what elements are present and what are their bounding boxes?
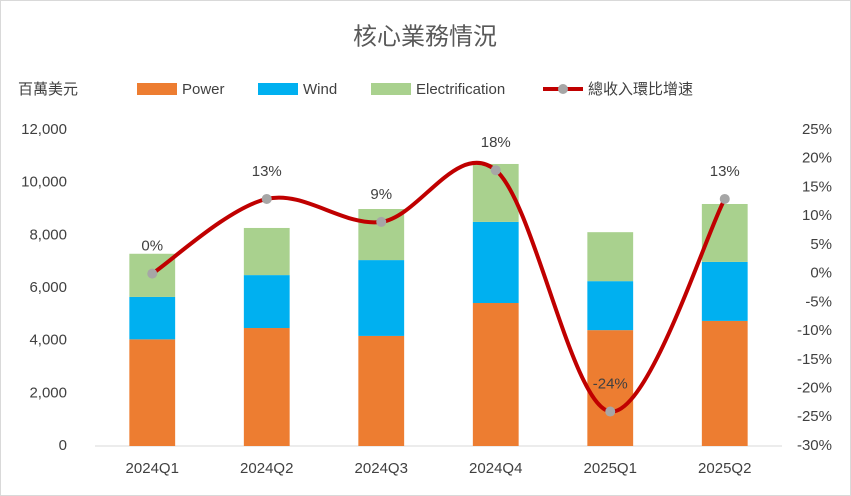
- y2-tick-label: 20%: [802, 150, 832, 167]
- legend-label: Wind: [303, 81, 337, 98]
- y-axis-label: 百萬美元: [18, 81, 78, 98]
- y-tick-label: 6,000: [29, 279, 67, 296]
- bar-segment: [587, 281, 634, 331]
- y2-tick-label: 0%: [810, 265, 832, 282]
- bar-segment: [129, 339, 176, 446]
- bar-segment: [587, 330, 634, 446]
- bar-segment: [129, 296, 176, 340]
- bar-segment: [587, 232, 634, 282]
- bar-segment: [472, 221, 519, 304]
- legend-label: Electrification: [416, 81, 505, 98]
- y-tick-label: 12,000: [21, 121, 67, 138]
- y-tick-label: 8,000: [29, 226, 67, 243]
- y2-tick-label: -30%: [797, 437, 832, 454]
- legend-swatch: [258, 83, 298, 95]
- y2-tick-label: -10%: [797, 322, 832, 339]
- data-label: 13%: [710, 163, 740, 180]
- legend-label: Power: [182, 81, 225, 98]
- growth-point: [719, 193, 730, 204]
- y-tick-label: 2,000: [29, 384, 67, 401]
- y2-tick-label: 25%: [802, 121, 832, 138]
- data-label: -24%: [593, 375, 628, 392]
- bar-segment: [472, 303, 519, 446]
- x-tick-label: 2024Q1: [126, 460, 179, 477]
- y2-tick-label: 15%: [802, 178, 832, 195]
- growth-point: [605, 406, 616, 417]
- y2-tick-label: 10%: [802, 207, 832, 224]
- bar-segment: [701, 320, 748, 446]
- data-label: 13%: [252, 163, 282, 180]
- x-tick-label: 2025Q1: [584, 460, 637, 477]
- growth-point: [490, 165, 501, 176]
- chart-title: 核心業務情況: [353, 23, 497, 50]
- legend-swatch: [137, 83, 177, 95]
- bar-segment: [358, 335, 405, 446]
- x-tick-label: 2024Q2: [240, 460, 293, 477]
- x-tick-label: 2024Q3: [355, 460, 408, 477]
- legend-marker: [558, 84, 568, 94]
- bar-segment: [243, 227, 290, 276]
- legend-swatch: [371, 83, 411, 95]
- y2-tick-label: -25%: [797, 408, 832, 425]
- y2-tick-label: -20%: [797, 380, 832, 397]
- bar-segment: [701, 261, 748, 321]
- data-label: 9%: [370, 186, 392, 203]
- x-tick-label: 2024Q4: [469, 460, 522, 477]
- y2-tick-label: -15%: [797, 351, 832, 368]
- y2-tick-label: 5%: [810, 236, 832, 253]
- y2-tick-label: -5%: [805, 293, 832, 310]
- legend-label: 總收入環比增速: [588, 80, 693, 98]
- data-label: 18%: [481, 134, 511, 151]
- y-tick-label: 10,000: [21, 174, 67, 191]
- growth-point: [261, 193, 272, 204]
- data-label: 0%: [141, 238, 163, 255]
- y-tick-label: 0: [59, 437, 67, 454]
- bar-segment: [243, 275, 290, 329]
- growth-point: [147, 268, 158, 279]
- growth-point: [376, 216, 387, 227]
- bar-segment: [358, 260, 405, 336]
- y-tick-label: 4,000: [29, 332, 67, 349]
- bar-segment: [243, 328, 290, 446]
- x-tick-label: 2025Q2: [698, 460, 751, 477]
